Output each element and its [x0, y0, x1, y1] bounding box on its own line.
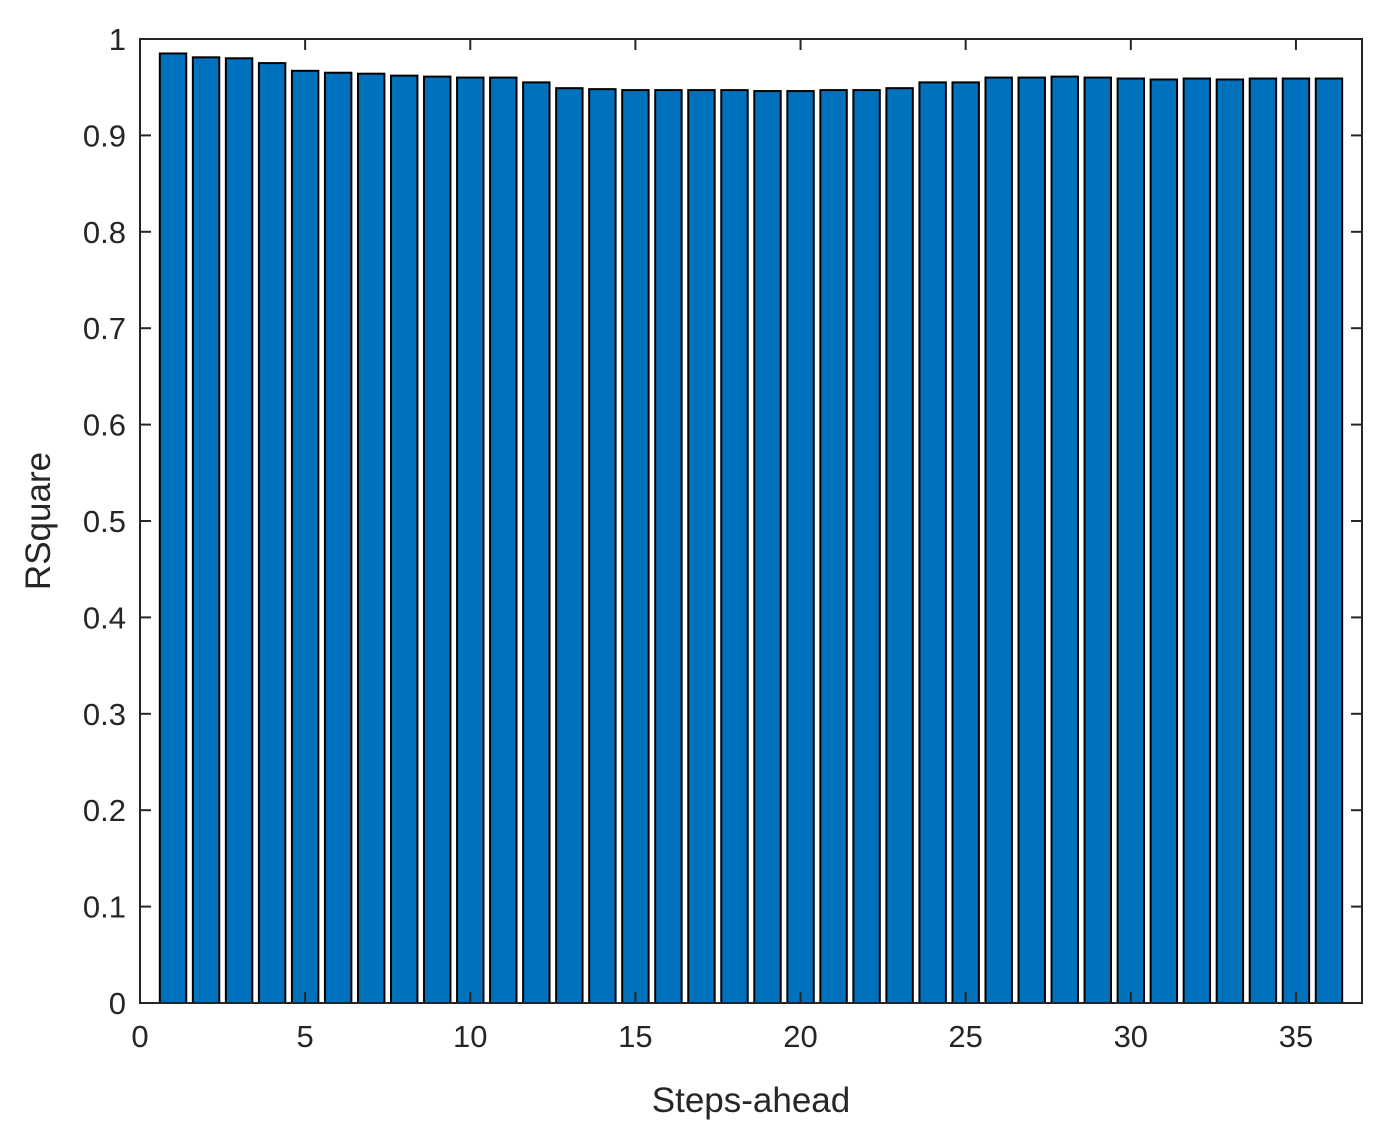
- y-tick-labels: 0 0.1 0.2 0.3 0.4 0.5 0.6 0.7 0.8 0.9 1: [83, 22, 126, 1021]
- bar-14: [588, 88, 617, 1004]
- x-tick-label: 30: [1114, 1019, 1148, 1054]
- bar-11: [489, 76, 518, 1004]
- y-tick-label: 1: [109, 22, 126, 57]
- bar-32: [1182, 77, 1212, 1004]
- y-tick-label: 0.3: [83, 697, 126, 732]
- axis-ticks: [139, 38, 1362, 1004]
- bar-12: [522, 81, 551, 1004]
- bar-10: [456, 76, 485, 1004]
- bar-24: [918, 81, 947, 1004]
- bar-19: [753, 90, 782, 1004]
- bar-27: [1017, 76, 1046, 1004]
- x-tick-labels: 0 5 10 15 20 25 30 35: [131, 1019, 1313, 1054]
- bar-29: [1083, 76, 1112, 1004]
- bar-5: [290, 69, 320, 1004]
- bar-7: [356, 72, 386, 1004]
- y-tick-label: 0.9: [83, 118, 126, 153]
- bar-22: [852, 89, 881, 1004]
- bar-18: [720, 89, 749, 1004]
- bar-13: [555, 87, 584, 1005]
- x-tick-label: 5: [297, 1019, 314, 1054]
- bar-2: [191, 56, 221, 1004]
- bar-1: [158, 52, 188, 1004]
- bar-20: [786, 90, 815, 1004]
- y-tick-label: 0.6: [83, 408, 126, 443]
- bar-8: [390, 74, 419, 1004]
- bar-35: [1281, 77, 1311, 1004]
- bar-36: [1314, 77, 1344, 1004]
- y-tick-label: 0.8: [83, 215, 126, 250]
- bar-31: [1149, 78, 1179, 1005]
- x-tick-label: 25: [948, 1019, 982, 1054]
- bar-3: [224, 57, 254, 1004]
- bar-16: [654, 89, 683, 1004]
- y-tick-label: 0.7: [83, 311, 126, 346]
- y-tick-label: 0.4: [83, 600, 126, 635]
- bar-26: [984, 76, 1013, 1004]
- x-tick-label: 15: [618, 1019, 652, 1054]
- x-tick-label: 0: [131, 1019, 148, 1054]
- bar-34: [1248, 77, 1278, 1004]
- x-tick-label: 20: [783, 1019, 817, 1054]
- x-axis-title: Steps-ahead: [652, 1081, 850, 1120]
- bar-6: [323, 71, 353, 1005]
- y-axis-title: RSquare: [19, 452, 58, 590]
- y-tick-label: 0.2: [83, 793, 126, 828]
- bar-33: [1215, 78, 1245, 1005]
- bar-30: [1116, 77, 1146, 1004]
- y-tick-label: 0: [109, 986, 126, 1021]
- bar-15: [621, 89, 650, 1004]
- x-tick-label: 35: [1279, 1019, 1313, 1054]
- bar-23: [885, 87, 914, 1005]
- bar-28: [1050, 75, 1079, 1005]
- bar-17: [687, 89, 716, 1004]
- plot-frame: [139, 38, 1363, 1004]
- y-tick-label: 0.5: [83, 504, 126, 539]
- y-tick-label: 0.1: [83, 890, 126, 925]
- x-tick-label: 10: [453, 1019, 487, 1054]
- bar-4: [257, 62, 287, 1005]
- bars: [158, 52, 1344, 1005]
- bar-9: [423, 75, 452, 1005]
- bar-25: [951, 81, 980, 1004]
- bar-21: [819, 89, 848, 1004]
